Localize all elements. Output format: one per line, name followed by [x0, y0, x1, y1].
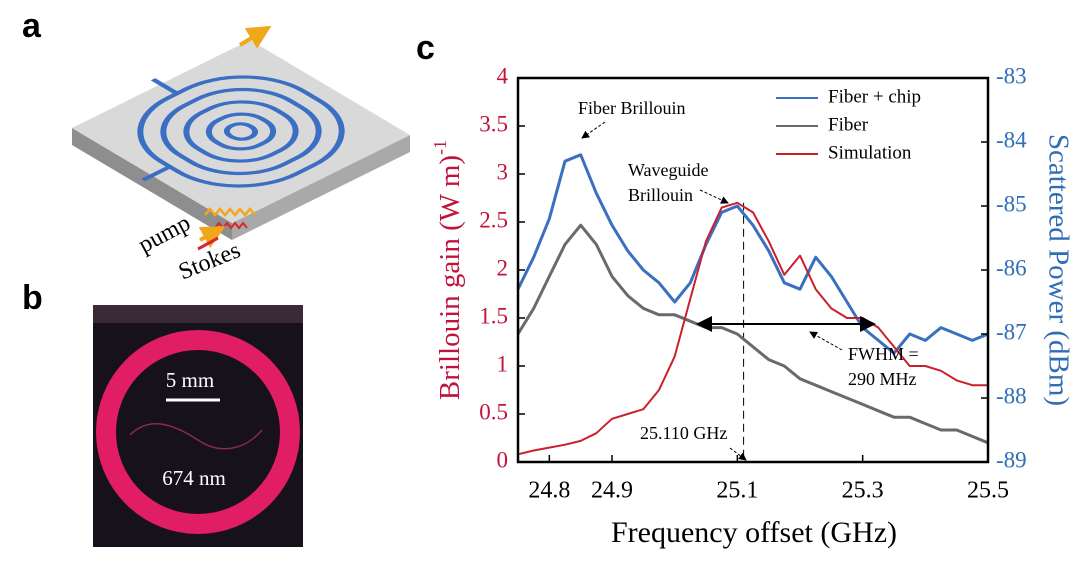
- panel-label: a: [22, 7, 42, 45]
- x-axis-title: Frequency offset (GHz): [611, 516, 897, 549]
- panel-label: b: [22, 279, 43, 317]
- y2-axis-title: Scattered Power (dBm): [1042, 134, 1074, 406]
- plot-area: [516, 153, 989, 462]
- series-line: [517, 201, 988, 456]
- y-tick-label: 2: [497, 255, 509, 280]
- x-tick-label: 25.5: [967, 478, 1009, 504]
- y-axis-title-text: Brillouin gain (W m): [434, 155, 466, 400]
- annotation: Waveguide: [628, 160, 709, 180]
- series-line: [516, 223, 989, 445]
- series-line: [516, 153, 989, 355]
- x-tick-label: 25.3: [842, 478, 884, 504]
- y2-tick-label: -84: [996, 127, 1027, 152]
- y-tick-label: 2.5: [479, 207, 508, 232]
- x-tick-label: 24.8: [528, 478, 570, 504]
- legend-label: Fiber: [828, 114, 869, 135]
- legend-label: Simulation: [828, 142, 912, 163]
- annotation-arrow: [729, 447, 747, 461]
- annotation: 290 MHz: [848, 369, 917, 389]
- annotation-arrow: [809, 331, 843, 351]
- x-tick-label: 24.9: [591, 478, 633, 504]
- y2-tick-label: -89: [996, 447, 1027, 472]
- stokes-label: Stokes: [175, 237, 244, 285]
- annotation-arrow: [699, 189, 729, 204]
- plot-frame: [516, 76, 990, 464]
- annotation: Fiber Brillouin: [578, 98, 686, 118]
- scale-label: 5 mm: [166, 368, 214, 392]
- y2-tick-label: -83: [996, 63, 1027, 88]
- x-tick-label: 25.1: [716, 478, 758, 504]
- chip-illustration: [72, 25, 410, 251]
- y-tick-label: 0: [497, 447, 509, 472]
- chip-photo: [93, 305, 303, 547]
- y-tick-label: 3: [497, 159, 509, 184]
- annotation: FWHM =: [848, 344, 919, 364]
- y2-tick-label: -86: [996, 255, 1027, 280]
- pump-label: pump: [134, 210, 194, 259]
- y-tick-label: 4: [497, 63, 509, 88]
- y2-tick-label: -88: [996, 383, 1027, 408]
- y-tick-label: 1: [497, 351, 509, 376]
- y-tick-label: 0.5: [479, 399, 508, 424]
- y-tick-label: 3.5: [479, 111, 508, 136]
- y-axis-title: Brillouin gain (W m)-1: [430, 140, 466, 400]
- annotation: 25.110 GHz: [640, 423, 727, 443]
- y2-tick-label: -87: [996, 319, 1027, 344]
- thickness-label: 674 nm: [162, 466, 226, 490]
- annotation-arrow: [581, 121, 606, 139]
- y-tick-label: 1.5: [479, 303, 508, 328]
- annotation: Brillouin: [628, 185, 693, 205]
- panel-label: c: [416, 29, 435, 67]
- legend-label: Fiber + chip: [828, 86, 921, 107]
- y-axis-title-sup: -1: [430, 140, 450, 155]
- y2-tick-label: -85: [996, 191, 1027, 216]
